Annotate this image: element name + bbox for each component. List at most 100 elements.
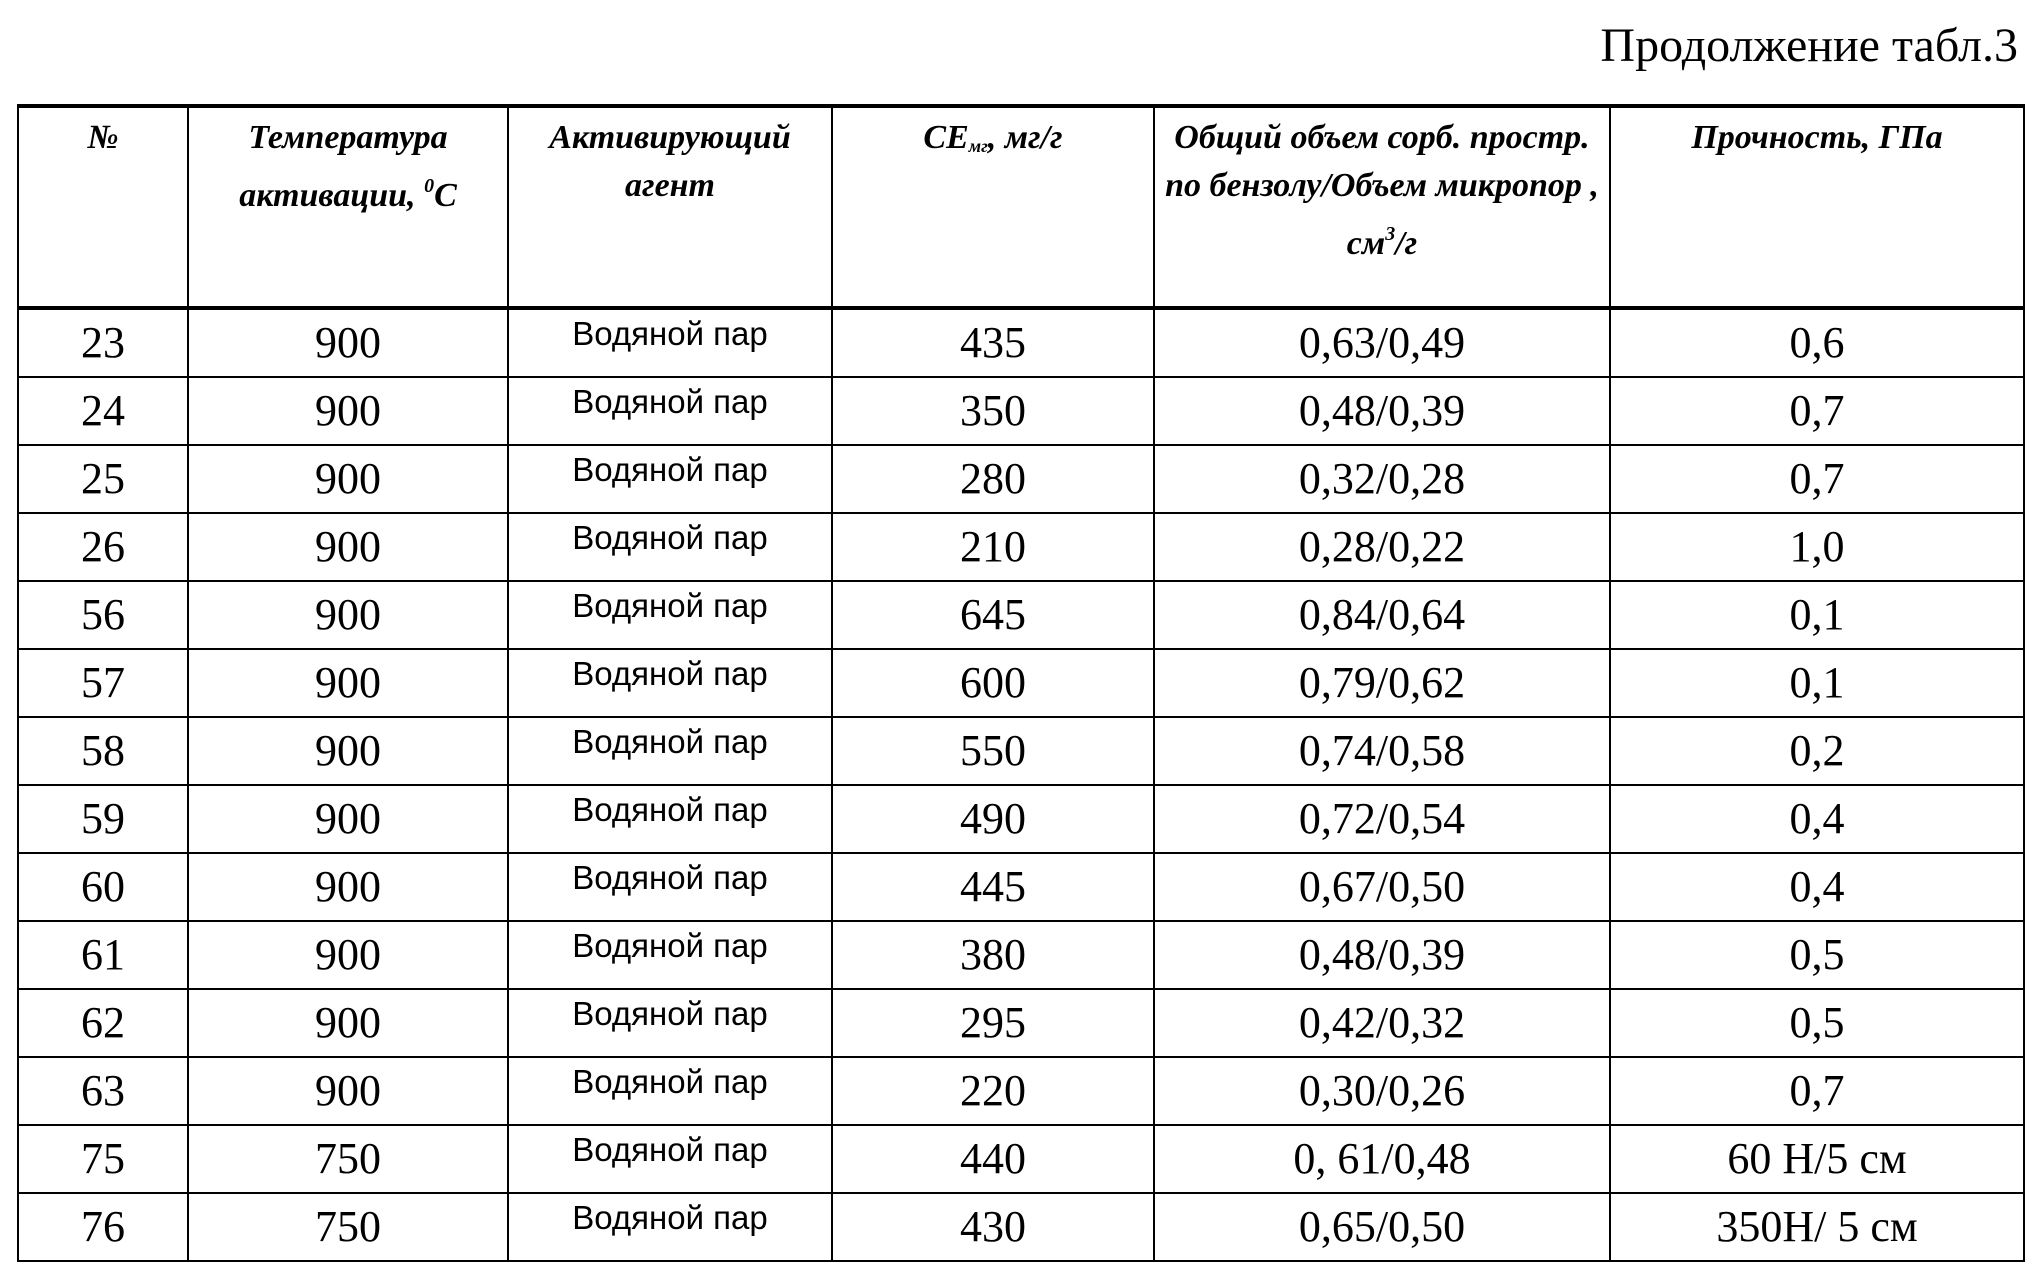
cell-temp: 900 <box>188 785 508 853</box>
cell-temp: 750 <box>188 1193 508 1261</box>
cell-temp: 900 <box>188 649 508 717</box>
cell-volume: 0,72/0,54 <box>1154 785 1610 853</box>
header-agent: Активирующий агент <box>508 106 832 308</box>
cell-temp: 900 <box>188 1057 508 1125</box>
cell-no: 59 <box>18 785 188 853</box>
cell-agent: Водяной пар <box>508 785 832 853</box>
cell-no: 57 <box>18 649 188 717</box>
cell-agent: Водяной пар <box>508 308 832 377</box>
ce-sub: мг <box>969 136 988 156</box>
ce-unit: , мг/г <box>988 119 1063 156</box>
ce-label: СЕ <box>923 119 968 156</box>
cell-volume: 0,30/0,26 <box>1154 1057 1610 1125</box>
volume-unit: /г <box>1395 225 1417 262</box>
volume-label: Общий объем сорб. простр. по бензолу/Объ… <box>1165 119 1599 262</box>
cell-temp: 900 <box>188 377 508 445</box>
table-row: 63900Водяной пар2200,30/0,260,7 <box>18 1057 2024 1125</box>
cell-ce: 445 <box>832 853 1154 921</box>
cell-ce: 435 <box>832 308 1154 377</box>
cell-strength: 0,1 <box>1610 581 2024 649</box>
header-temperature-label: Температура активации, <box>239 119 447 214</box>
table-row: 56900Водяной пар6450,84/0,640,1 <box>18 581 2024 649</box>
table-row: 75750Водяной пар4400, 61/0,4860 Н/5 см <box>18 1125 2024 1193</box>
header-temperature: Температура активации, 0С <box>188 106 508 308</box>
table-row: 26900Водяной пар2100,28/0,221,0 <box>18 513 2024 581</box>
cell-no: 26 <box>18 513 188 581</box>
cell-strength: 350Н/ 5 см <box>1610 1193 2024 1261</box>
cell-ce: 430 <box>832 1193 1154 1261</box>
cell-strength: 0,4 <box>1610 853 2024 921</box>
cell-volume: 0,63/0,49 <box>1154 308 1610 377</box>
cell-strength: 0,5 <box>1610 921 2024 989</box>
cell-agent: Водяной пар <box>508 581 832 649</box>
cell-strength: 0,4 <box>1610 785 2024 853</box>
table-caption: Продолжение табл.3 <box>1600 18 2018 74</box>
table-row: 58900Водяной пар5500,74/0,580,2 <box>18 717 2024 785</box>
cell-strength: 0,2 <box>1610 717 2024 785</box>
cell-temp: 900 <box>188 717 508 785</box>
data-table: № Температура активации, 0С Активирующий… <box>17 104 2025 1262</box>
table-row: 61900Водяной пар3800,48/0,390,5 <box>18 921 2024 989</box>
cell-volume: 0,48/0,39 <box>1154 377 1610 445</box>
cell-volume: 0,74/0,58 <box>1154 717 1610 785</box>
cell-no: 24 <box>18 377 188 445</box>
header-strength: Прочность, ГПа <box>1610 106 2024 308</box>
cell-volume: 0,28/0,22 <box>1154 513 1610 581</box>
cell-agent: Водяной пар <box>508 1057 832 1125</box>
cell-volume: 0,84/0,64 <box>1154 581 1610 649</box>
cell-agent: Водяной пар <box>508 989 832 1057</box>
cell-volume: 0,32/0,28 <box>1154 445 1610 513</box>
cell-agent: Водяной пар <box>508 717 832 785</box>
cell-temp: 750 <box>188 1125 508 1193</box>
cell-volume: 0,79/0,62 <box>1154 649 1610 717</box>
cell-ce: 380 <box>832 921 1154 989</box>
table-row: 24900Водяной пар3500,48/0,390,7 <box>18 377 2024 445</box>
cell-ce: 210 <box>832 513 1154 581</box>
cell-no: 25 <box>18 445 188 513</box>
cell-no: 63 <box>18 1057 188 1125</box>
table-row: 76750Водяной пар4300,65/0,50350Н/ 5 см <box>18 1193 2024 1261</box>
cell-ce: 490 <box>832 785 1154 853</box>
cell-strength: 60 Н/5 см <box>1610 1125 2024 1193</box>
cell-no: 60 <box>18 853 188 921</box>
cell-volume: 0,42/0,32 <box>1154 989 1610 1057</box>
cell-strength: 0,5 <box>1610 989 2024 1057</box>
cell-no: 76 <box>18 1193 188 1261</box>
cell-ce: 440 <box>832 1125 1154 1193</box>
cell-agent: Водяной пар <box>508 513 832 581</box>
header-row: № Температура активации, 0С Активирующий… <box>18 106 2024 308</box>
cell-ce: 280 <box>832 445 1154 513</box>
cell-strength: 1,0 <box>1610 513 2024 581</box>
cell-volume: 0,67/0,50 <box>1154 853 1610 921</box>
cell-volume: 0,65/0,50 <box>1154 1193 1610 1261</box>
cell-temp: 900 <box>188 513 508 581</box>
cell-strength: 0,7 <box>1610 377 2024 445</box>
cell-no: 75 <box>18 1125 188 1193</box>
cell-no: 61 <box>18 921 188 989</box>
cell-ce: 550 <box>832 717 1154 785</box>
cell-no: 56 <box>18 581 188 649</box>
cell-temp: 900 <box>188 308 508 377</box>
cell-strength: 0,7 <box>1610 445 2024 513</box>
cell-strength: 0,6 <box>1610 308 2024 377</box>
volume-sup: 3 <box>1385 223 1395 245</box>
header-no: № <box>18 106 188 308</box>
table-row: 57900Водяной пар6000,79/0,620,1 <box>18 649 2024 717</box>
cell-ce: 220 <box>832 1057 1154 1125</box>
cell-no: 23 <box>18 308 188 377</box>
cell-agent: Водяной пар <box>508 1193 832 1261</box>
cell-volume: 0, 61/0,48 <box>1154 1125 1610 1193</box>
cell-agent: Водяной пар <box>508 853 832 921</box>
cell-temp: 900 <box>188 989 508 1057</box>
cell-ce: 645 <box>832 581 1154 649</box>
table-row: 59900Водяной пар4900,72/0,540,4 <box>18 785 2024 853</box>
cell-agent: Водяной пар <box>508 1125 832 1193</box>
cell-no: 58 <box>18 717 188 785</box>
header-ce: СЕмг, мг/г <box>832 106 1154 308</box>
cell-temp: 900 <box>188 921 508 989</box>
cell-no: 62 <box>18 989 188 1057</box>
table-row: 25900Водяной пар2800,32/0,280,7 <box>18 445 2024 513</box>
cell-agent: Водяной пар <box>508 377 832 445</box>
cell-temp: 900 <box>188 445 508 513</box>
cell-ce: 350 <box>832 377 1154 445</box>
